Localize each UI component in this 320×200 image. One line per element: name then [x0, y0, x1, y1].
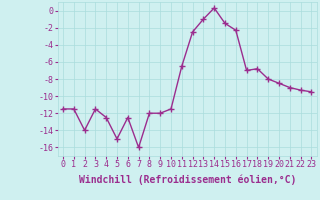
X-axis label: Windchill (Refroidissement éolien,°C): Windchill (Refroidissement éolien,°C): [78, 175, 296, 185]
